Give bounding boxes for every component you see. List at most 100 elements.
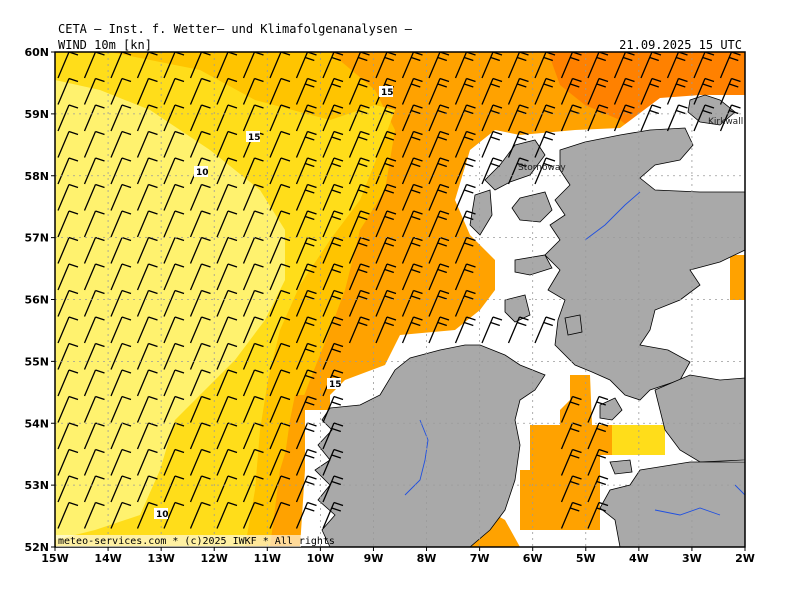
graticule — [55, 52, 745, 547]
band-20-25-east — [730, 255, 745, 300]
wind-barb — [348, 77, 370, 105]
wind-barb — [375, 263, 397, 291]
wind-barb — [348, 183, 370, 211]
wind-barb — [189, 475, 211, 503]
wind-barb — [534, 130, 556, 158]
valid-time: 21.09.2025 15 UTC — [619, 38, 742, 52]
wind-barb — [348, 289, 370, 317]
wind-barb — [454, 289, 476, 317]
lon-label: 3W — [682, 552, 702, 565]
wind-barb — [57, 104, 79, 132]
wind-barb — [57, 475, 79, 503]
wind-barb — [216, 210, 238, 238]
wind-barb — [560, 448, 582, 476]
wind-barb — [269, 369, 291, 397]
wind-barb — [189, 316, 211, 344]
wind-barb — [295, 395, 317, 423]
wind-barb — [348, 157, 370, 185]
wind-barb — [216, 448, 238, 476]
wind-barb — [216, 183, 238, 211]
wind-barb — [295, 289, 317, 317]
wind-barb — [136, 395, 158, 423]
wind-barb — [242, 236, 264, 264]
lon-label: 14W — [94, 552, 121, 565]
lon-label: 13W — [147, 552, 174, 565]
wind-barb — [454, 210, 476, 238]
wind-barb — [83, 77, 105, 105]
wind-barb — [83, 157, 105, 185]
wind-barb — [640, 77, 662, 105]
wind-barb — [640, 104, 662, 132]
wind-barb — [322, 77, 344, 105]
wind-barb — [216, 395, 238, 423]
wind-barb — [242, 263, 264, 291]
wind-barb — [428, 104, 450, 132]
wind-barb — [216, 289, 238, 317]
wind-barb — [719, 104, 741, 132]
wind-barb — [136, 475, 158, 503]
lon-label: 8W — [417, 552, 437, 565]
wind-barb — [110, 210, 132, 238]
wind-barb — [110, 316, 132, 344]
wind-barb — [163, 369, 185, 397]
wind-barb — [189, 422, 211, 450]
wind-barb — [110, 183, 132, 211]
contour-label-15: 15 — [329, 380, 342, 390]
wind-barb — [560, 475, 582, 503]
wind-barb — [375, 130, 397, 158]
wind-barb — [375, 210, 397, 238]
river-great-glen — [584, 191, 641, 241]
scotland — [544, 127, 745, 401]
england-north — [654, 374, 745, 463]
wind-barb — [57, 130, 79, 158]
wind-barb — [136, 342, 158, 370]
wind-barb — [136, 369, 158, 397]
wind-barb — [295, 475, 317, 503]
wind-barb — [83, 289, 105, 317]
wind-barb — [57, 183, 79, 211]
wind-barb — [269, 475, 291, 503]
wind-barb — [322, 475, 344, 503]
wind-barb — [348, 210, 370, 238]
wind-barb — [587, 422, 609, 450]
lat-label: 57N — [24, 232, 49, 245]
wind-barb — [163, 183, 185, 211]
lon-label: 10W — [307, 552, 334, 565]
wind-barb — [110, 263, 132, 291]
wind-barb — [83, 475, 105, 503]
wind-barb — [481, 316, 503, 344]
wind-barb — [322, 422, 344, 450]
wind-barb — [348, 263, 370, 291]
wind-barb — [242, 448, 264, 476]
wind-barb — [322, 316, 344, 344]
wind-barb — [269, 183, 291, 211]
lat-label: 56N — [24, 294, 49, 307]
wind-barb — [613, 77, 635, 105]
wind-barb — [110, 157, 132, 185]
wind-barb — [242, 183, 264, 211]
mull — [514, 254, 553, 276]
wales-england-south — [599, 461, 745, 547]
wind-barb — [560, 104, 582, 132]
wind-barb — [295, 77, 317, 105]
wind-barb — [110, 342, 132, 370]
wind-barb — [587, 448, 609, 476]
wind-barb — [295, 263, 317, 291]
wind-barb — [136, 236, 158, 264]
wind-barb — [110, 77, 132, 105]
wind-barb — [189, 77, 211, 105]
place-stornoway: Stornoway — [518, 163, 566, 173]
wind-barb — [507, 104, 529, 132]
wind-barb — [348, 104, 370, 132]
wind-barb — [57, 77, 79, 105]
lon-label: 2W — [735, 552, 755, 565]
wind-barb — [587, 77, 609, 105]
ireland — [314, 344, 546, 547]
wind-barb — [269, 263, 291, 291]
wind-barb — [110, 395, 132, 423]
wind-barb — [136, 104, 158, 132]
wind-barb — [83, 104, 105, 132]
wind-barb — [136, 501, 158, 529]
